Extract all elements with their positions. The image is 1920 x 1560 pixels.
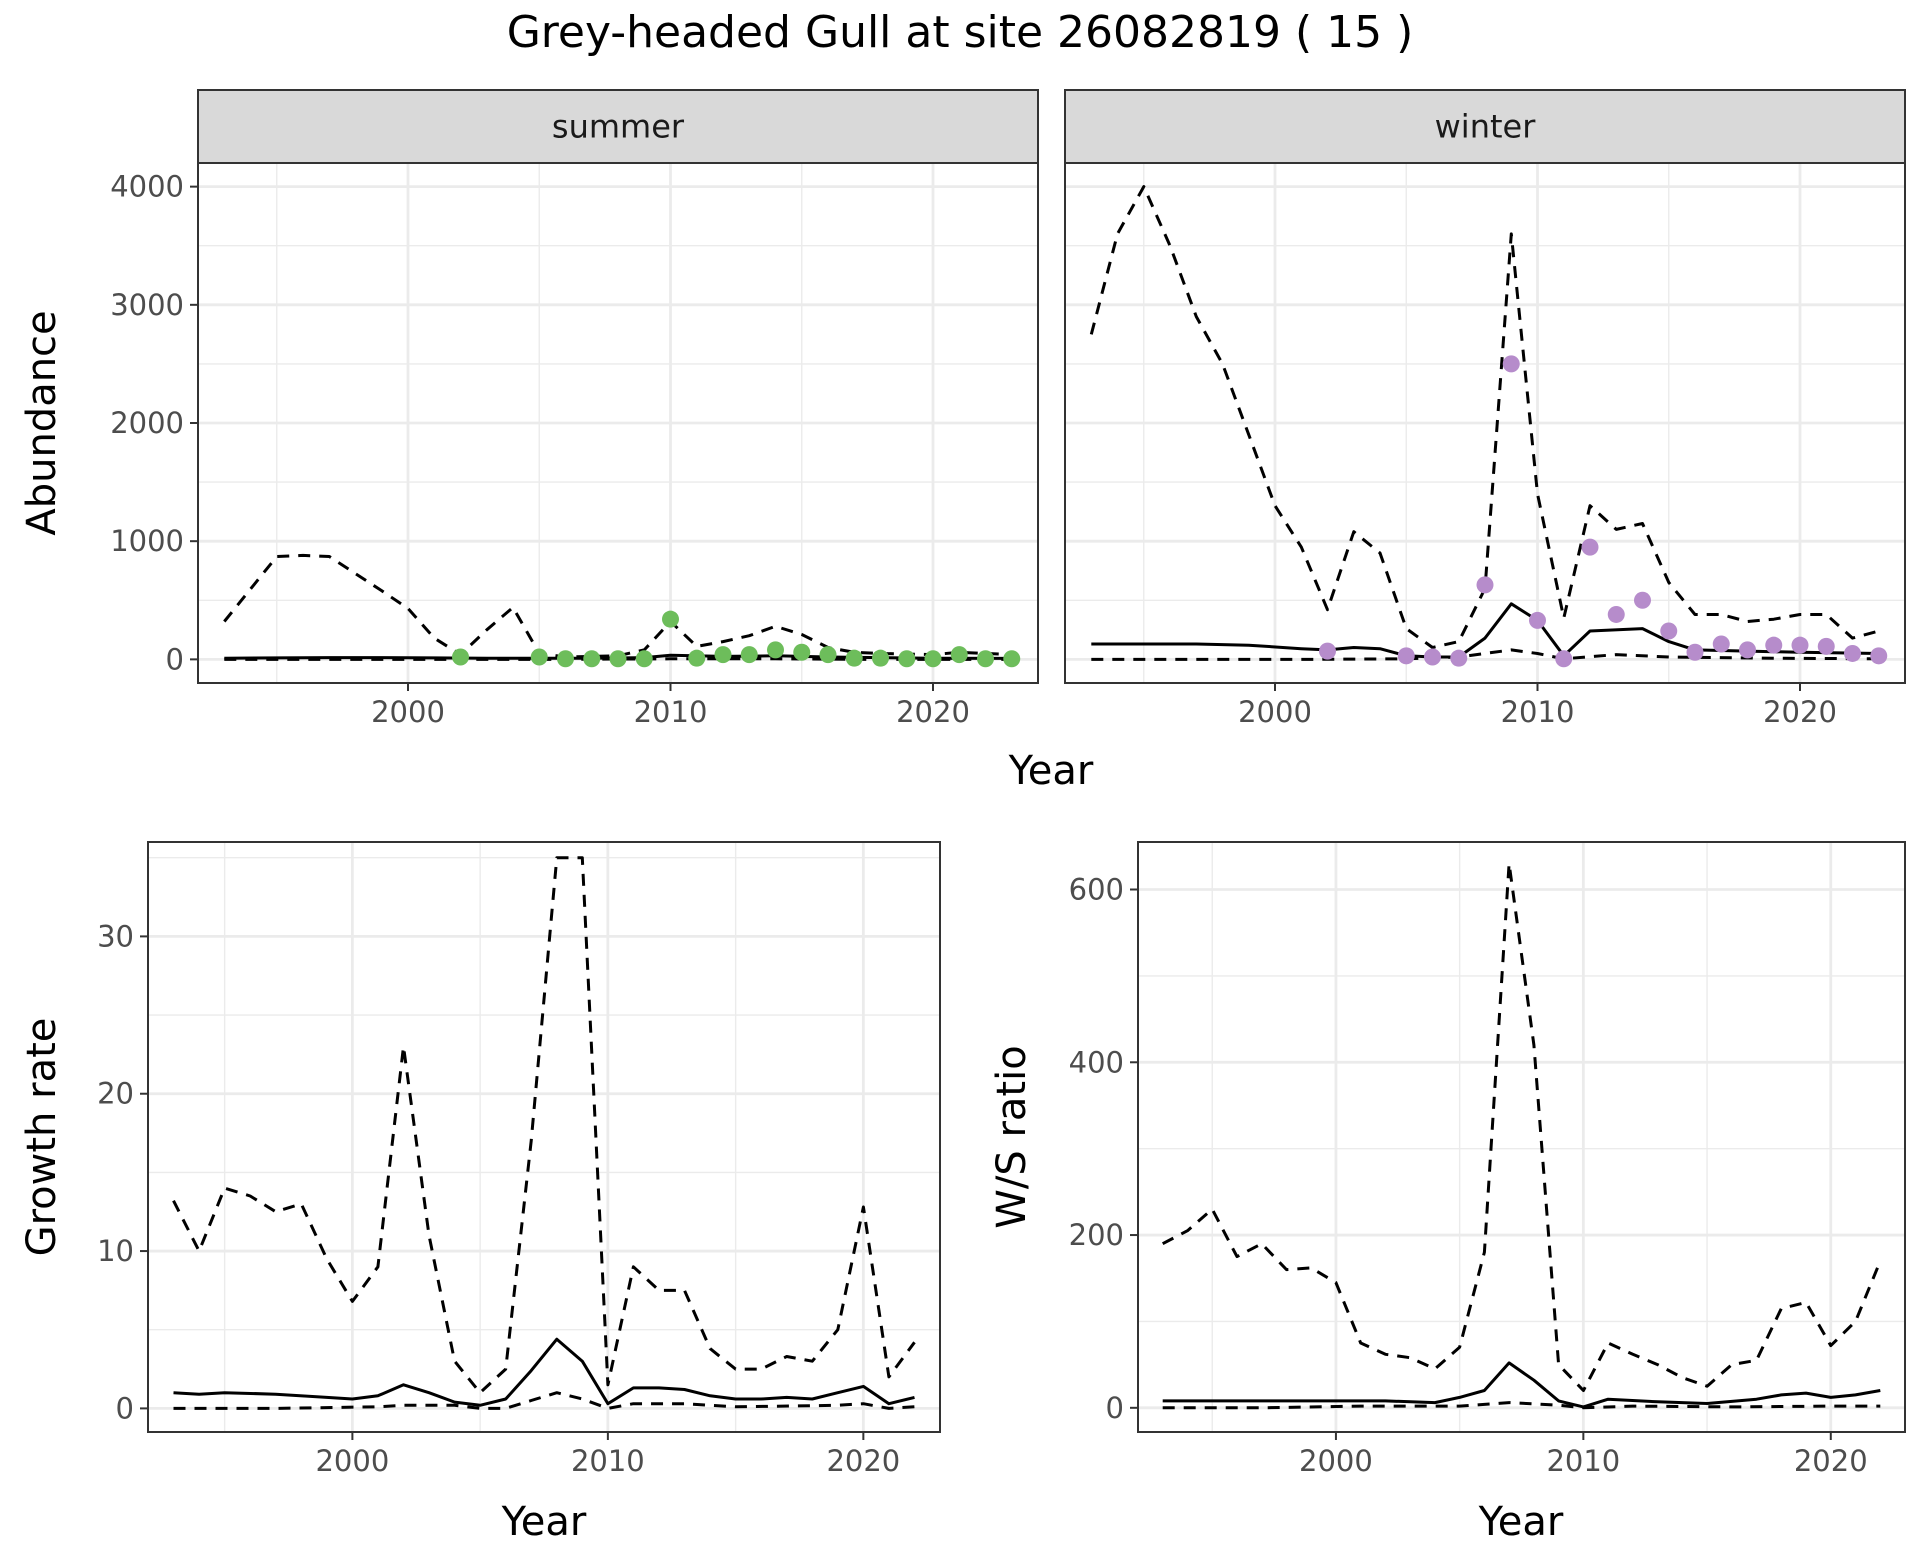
data-point bbox=[557, 650, 574, 668]
data-point bbox=[452, 648, 469, 666]
data-point bbox=[688, 649, 706, 667]
x-tick-label: 2000 bbox=[315, 1444, 389, 1478]
data-point bbox=[1844, 644, 1861, 662]
y-tick-label: 600 bbox=[1069, 873, 1124, 907]
ws-ratio-panel: 0 200 400 600 W/S ratio 2000 2010 2020 Year bbox=[989, 841, 1906, 1545]
x-tick-label: 2010 bbox=[1501, 695, 1575, 729]
data-point bbox=[977, 650, 994, 668]
data-point bbox=[714, 646, 732, 664]
data-point bbox=[1739, 641, 1756, 659]
series-line-bound bbox=[224, 657, 1012, 661]
x-tick-label: 2020 bbox=[896, 695, 970, 729]
facet-label: summer bbox=[552, 108, 685, 146]
data-point bbox=[1502, 355, 1520, 373]
panel-border bbox=[1137, 841, 1906, 1433]
x-axis-label: Year bbox=[1008, 748, 1094, 794]
x-tick-label: 2000 bbox=[1238, 695, 1312, 729]
chart-title: Grey-headed Gull at site 26082819 ( 15 ) bbox=[507, 7, 1414, 58]
data-point bbox=[1817, 637, 1835, 655]
y-tick-label: 4000 bbox=[110, 170, 184, 204]
y-tick-label: 200 bbox=[1069, 1218, 1124, 1252]
data-point bbox=[1607, 605, 1625, 623]
growth-rate-panel: 0 10 20 30 Growth rate 2000 2010 2020 Year bbox=[19, 841, 941, 1545]
data-point bbox=[1791, 636, 1809, 654]
data-point bbox=[1476, 576, 1494, 594]
data-point bbox=[1424, 648, 1441, 666]
y-axis-label: Abundance bbox=[19, 310, 65, 535]
data-point bbox=[845, 649, 863, 667]
facet-strip bbox=[1064, 89, 1906, 164]
y-tick-label: 1000 bbox=[110, 524, 184, 558]
data-point bbox=[819, 646, 837, 664]
data-point bbox=[924, 650, 942, 668]
series-line-mean bbox=[1162, 1361, 1881, 1409]
x-axis-label: Year bbox=[1478, 1499, 1564, 1545]
x-tick-label: 2010 bbox=[571, 1444, 645, 1478]
data-point bbox=[1397, 647, 1415, 665]
data-point bbox=[635, 650, 653, 668]
y-tick-label: 0 bbox=[166, 642, 184, 676]
data-point bbox=[1634, 591, 1651, 609]
data-point bbox=[767, 641, 784, 659]
y-tick-label: 0 bbox=[1106, 1391, 1124, 1425]
x-tick-label: 2020 bbox=[1794, 1444, 1868, 1478]
series-line-bound bbox=[223, 553, 1012, 659]
data-point bbox=[1581, 538, 1599, 556]
series-line-bound bbox=[173, 1391, 915, 1410]
y-tick-label: 3000 bbox=[110, 288, 184, 322]
data-point bbox=[583, 650, 601, 668]
data-point bbox=[898, 650, 916, 668]
y-tick-label: 0 bbox=[116, 1391, 134, 1425]
series-line-mean bbox=[173, 1337, 915, 1407]
data-point bbox=[740, 646, 758, 664]
data-point bbox=[1555, 650, 1573, 668]
data-point bbox=[1686, 643, 1704, 661]
x-tick-label: 2010 bbox=[634, 695, 708, 729]
x-tick-label: 2010 bbox=[1546, 1444, 1620, 1478]
x-tick-label: 2020 bbox=[826, 1444, 900, 1478]
facet-strip bbox=[197, 89, 1039, 164]
top-row-facets: summer 0 1000 2000 3000 4000 Abundance 2000 2010… bbox=[19, 89, 1906, 794]
x-axis-label: Year bbox=[501, 1499, 587, 1545]
data-point bbox=[530, 648, 548, 666]
y-tick-label: 10 bbox=[97, 1234, 134, 1268]
series-line-bound bbox=[172, 856, 916, 1395]
y-tick-label: 20 bbox=[97, 1077, 134, 1111]
data-point bbox=[793, 643, 811, 661]
data-point bbox=[609, 650, 627, 668]
x-tick-label: 2000 bbox=[371, 695, 445, 729]
y-tick-label: 30 bbox=[97, 919, 134, 953]
data-point bbox=[1319, 642, 1336, 660]
y-tick-label: 400 bbox=[1069, 1045, 1124, 1079]
x-tick-label: 2020 bbox=[1763, 695, 1837, 729]
x-tick-label: 2000 bbox=[1299, 1444, 1373, 1478]
data-point bbox=[1529, 611, 1546, 629]
data-point bbox=[1660, 622, 1678, 640]
data-point bbox=[1712, 635, 1730, 653]
data-point bbox=[872, 649, 889, 667]
data-point bbox=[1003, 650, 1021, 668]
series-line-bound bbox=[1162, 862, 1882, 1392]
data-point bbox=[1765, 636, 1783, 654]
data-point bbox=[662, 610, 679, 628]
data-point bbox=[950, 646, 968, 664]
y-tick-label: 2000 bbox=[110, 406, 184, 440]
series-line-bound bbox=[1091, 648, 1879, 661]
data-point bbox=[1870, 647, 1888, 665]
panel-border bbox=[147, 841, 941, 1433]
data-point bbox=[1450, 649, 1468, 667]
y-axis-label: Growth rate bbox=[19, 1018, 65, 1257]
series-line-mean bbox=[1091, 602, 1879, 659]
y-axis-label: W/S ratio bbox=[989, 1045, 1035, 1228]
facet-label: winter bbox=[1435, 108, 1537, 146]
